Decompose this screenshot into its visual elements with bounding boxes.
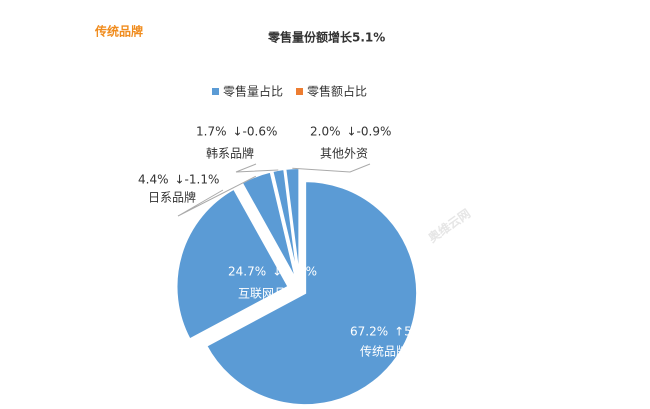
value-label: 1.7% (196, 125, 227, 139)
value-label: 4.4% (138, 173, 169, 187)
legend-label: 零售额占比 (307, 84, 367, 99)
category-label: 其他外资 (320, 147, 368, 161)
chart-subtitle: 零售量份额增长5.1% (267, 30, 385, 45)
change-label: ↓-1.1% (175, 173, 220, 187)
category-label: 韩系品牌 (206, 146, 254, 161)
category-label: 传统品牌 (360, 344, 408, 359)
leader-line (292, 163, 371, 173)
watermark: 奥维云网 (425, 205, 473, 245)
leader-line (177, 175, 257, 217)
change-label: ↓-0.9% (347, 125, 392, 139)
legend-swatch (212, 88, 219, 95)
chart-title: 传统品牌 (94, 24, 143, 39)
legend-swatch (296, 88, 303, 95)
change-label: ↓-0.6% (233, 125, 278, 139)
pie-slice (271, 167, 300, 281)
category-label: 日系品牌 (148, 191, 196, 205)
value-label: 24.7% (228, 265, 266, 279)
pie-slice (204, 180, 419, 407)
value-label: 2.0% (310, 125, 341, 139)
change-label: ↑5.1% (394, 325, 435, 339)
value-label: 67.2% (350, 325, 388, 339)
legend-label: 零售量占比 (223, 84, 283, 99)
leader-line (235, 163, 279, 173)
category-label: 互联网品牌 (238, 287, 298, 301)
pie-slice (175, 187, 290, 341)
